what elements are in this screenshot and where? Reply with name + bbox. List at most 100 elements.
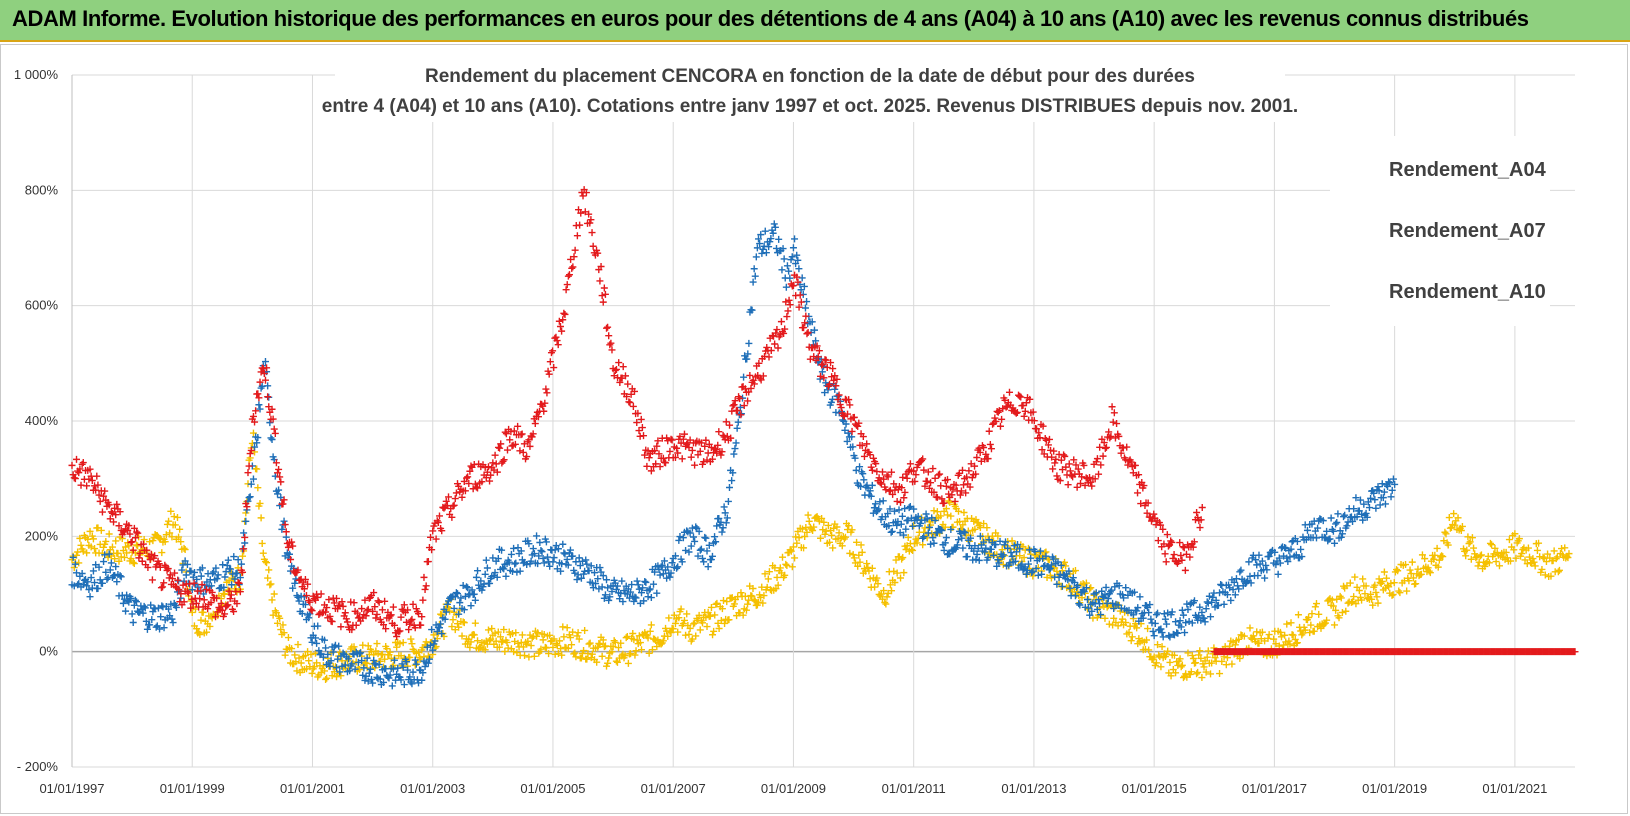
data-point (1060, 451, 1068, 459)
data-point (310, 663, 318, 671)
data-point (773, 573, 781, 581)
data-point (148, 576, 156, 584)
data-point (1383, 574, 1391, 582)
data-point (798, 274, 806, 282)
data-point (1036, 547, 1044, 555)
data-point (1553, 553, 1561, 561)
data-point (258, 539, 266, 547)
data-point (1230, 578, 1238, 586)
data-point (888, 587, 896, 595)
data-point (1168, 538, 1176, 546)
data-point (695, 527, 703, 535)
data-point (79, 581, 87, 589)
data-point (644, 634, 652, 642)
data-point (207, 582, 215, 590)
data-point (542, 644, 550, 652)
data-point (461, 592, 469, 600)
data-point (528, 634, 536, 642)
data-point (1097, 611, 1105, 619)
data-point (608, 588, 616, 596)
data-point (1195, 612, 1203, 620)
data-point (999, 551, 1007, 559)
data-point (992, 417, 1000, 425)
data-point (1446, 524, 1454, 532)
data-point (346, 667, 354, 675)
data-point (1008, 537, 1016, 545)
data-point (1350, 593, 1358, 601)
data-point (239, 568, 247, 576)
data-point (1223, 591, 1231, 599)
data-point (514, 422, 522, 430)
data-point (187, 567, 195, 575)
data-point (656, 463, 664, 471)
data-point (1133, 624, 1141, 632)
data-point (572, 558, 580, 566)
data-point (767, 235, 775, 243)
data-point (1441, 528, 1449, 536)
legend-background (1330, 136, 1550, 326)
data-point (70, 582, 78, 590)
data-point (210, 568, 218, 576)
data-point (730, 401, 738, 409)
data-point (1538, 565, 1546, 573)
data-point (427, 533, 435, 541)
data-point (713, 599, 721, 607)
data-point (929, 534, 937, 542)
data-point (723, 598, 731, 606)
data-point (105, 550, 113, 558)
data-point (135, 554, 143, 562)
data-point (1555, 566, 1563, 574)
data-point (680, 430, 688, 438)
data-point (376, 675, 384, 683)
data-point (95, 491, 103, 499)
data-point (138, 557, 146, 565)
data-point (471, 619, 479, 627)
data-point (737, 589, 745, 597)
data-point (1386, 479, 1394, 487)
data-point (466, 467, 474, 475)
data-point (1174, 629, 1182, 637)
data-point (546, 562, 554, 570)
data-point (1265, 552, 1273, 560)
data-point (183, 588, 191, 596)
data-point (419, 596, 427, 604)
data-point (860, 476, 868, 484)
data-point (251, 418, 259, 426)
data-point (1054, 558, 1062, 566)
data-point (545, 370, 553, 378)
data-point (1145, 609, 1153, 617)
data-point (388, 682, 396, 690)
data-point (412, 660, 420, 668)
data-point (718, 605, 726, 613)
data-point (881, 599, 889, 607)
data-point (134, 542, 142, 550)
data-point (1176, 655, 1184, 663)
data-point (685, 630, 693, 638)
data-point (203, 585, 211, 593)
data-point (776, 564, 784, 572)
data-point (1158, 629, 1166, 637)
data-point (774, 344, 782, 352)
data-point (677, 439, 685, 447)
data-point (1372, 504, 1380, 512)
data-point (217, 599, 225, 607)
data-point (921, 482, 929, 490)
data-point (627, 650, 635, 658)
data-point (1464, 533, 1472, 541)
data-point (168, 615, 176, 623)
data-point (261, 358, 269, 366)
data-point (884, 510, 892, 518)
data-point (285, 550, 293, 558)
data-point (361, 596, 369, 604)
data-point (871, 583, 879, 591)
data-point (227, 591, 235, 599)
data-point (100, 492, 108, 500)
data-point (1042, 436, 1050, 444)
data-point (628, 581, 636, 589)
data-point (1265, 631, 1273, 639)
data-point (69, 471, 77, 479)
data-point (125, 598, 133, 606)
data-point (869, 509, 877, 517)
data-point (387, 611, 395, 619)
data-point (523, 453, 531, 461)
